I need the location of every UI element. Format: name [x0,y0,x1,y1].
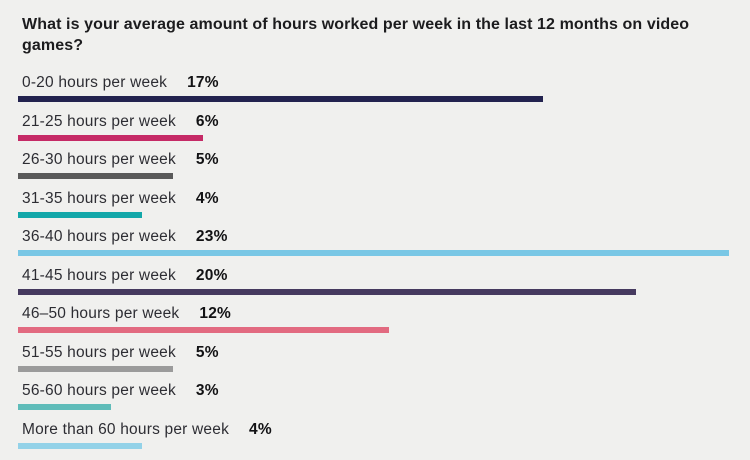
bar-row: 36-40 hours per week 23% [18,228,730,256]
value-label: 12% [199,305,232,322]
bar [18,134,204,141]
bar-row: More than 60 hours per week 4% [18,420,730,449]
bar [18,211,142,218]
category-label: 31-35 hours per week [22,189,176,207]
bar [18,288,636,295]
bar [18,442,142,449]
bar [18,327,389,333]
bar-row: 31-35 hours per week 4% [18,189,730,218]
category-label: 51-55 hours per week [22,343,176,361]
value-label: 17% [187,74,219,91]
value-label: 23% [195,228,228,245]
bar-row: 26-30 hours per week 5% [18,151,730,179]
bar-row: 56-60 hours per week 3% [18,382,730,410]
bar-row: 46–50 hours per week 12% [18,305,730,333]
bar-row: 21-25 hours per week 6% [18,112,730,141]
bar [18,250,729,256]
category-label: 26-30 hours per week [22,151,176,168]
bar-row: 0-20 hours per week 17% [18,74,730,102]
value-label: 3% [195,382,219,399]
category-label: 46–50 hours per week [22,305,180,322]
category-label: 0-20 hours per week [22,74,168,91]
value-label: 6% [195,112,219,130]
bar [18,404,111,410]
value-label: 4% [249,420,272,438]
bar [18,365,173,372]
category-label: 36-40 hours per week [22,228,176,245]
bar-row: 41-45 hours per week 20% [18,266,730,295]
value-label: 5% [195,343,219,361]
category-label: 56-60 hours per week [22,382,176,399]
value-label: 4% [195,189,219,207]
category-label: More than 60 hours per week [22,420,230,438]
value-label: 5% [195,151,219,168]
value-label: 20% [195,266,228,284]
category-label: 21-25 hours per week [22,112,176,130]
chart-title: What is your average amount of hours wor… [22,16,690,54]
bar [18,173,173,179]
bar-rows: 0-20 hours per week 17% 21-25 hours per … [18,74,730,449]
bar-row: 51-55 hours per week 5% [18,343,730,372]
bar [18,96,544,102]
category-label: 41-45 hours per week [22,266,176,284]
